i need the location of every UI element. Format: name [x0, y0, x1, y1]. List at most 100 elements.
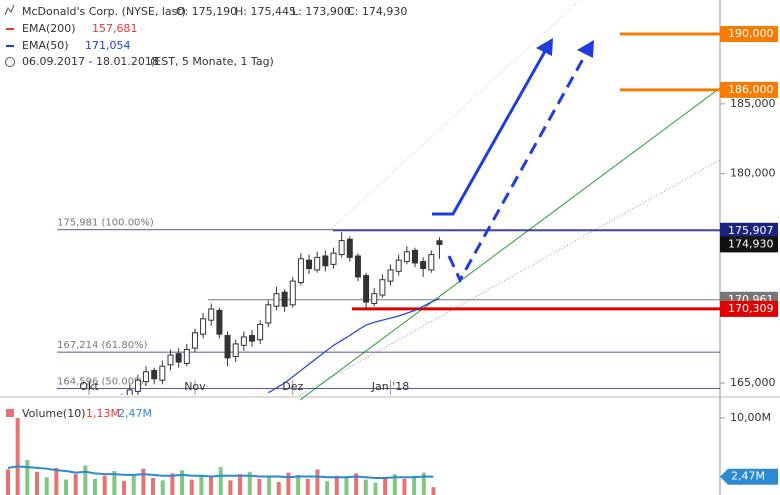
candle-body — [216, 309, 223, 335]
volume-bar — [131, 474, 136, 495]
candle-body — [134, 379, 141, 392]
legend-label: Volume(10) — [22, 407, 86, 420]
candle-body — [281, 291, 288, 307]
arrow — [432, 45, 550, 216]
volume-bar — [141, 468, 146, 495]
candle-body — [273, 293, 280, 307]
candle-body — [232, 343, 239, 357]
volume-bar — [257, 478, 262, 495]
x-tick-label: Okt — [79, 380, 99, 393]
x-tick-label: Nov — [184, 380, 206, 393]
legend-swatch — [6, 409, 14, 417]
price-label: 174,930 — [728, 237, 774, 250]
volume-bar — [431, 487, 436, 495]
candle-body — [363, 275, 370, 303]
price-label-box — [720, 222, 778, 239]
volume-bar — [344, 478, 349, 495]
volume-bar — [315, 469, 320, 495]
candle-body — [379, 279, 386, 296]
price-label: 186,000 — [728, 83, 774, 96]
candle-body — [289, 280, 296, 306]
price-label: 170,309 — [728, 302, 774, 315]
legend-value: 1,13M — [86, 407, 120, 420]
price-label-box — [720, 236, 778, 253]
fib-label: 167,214 (61.80%) — [57, 340, 148, 351]
volume-bar — [286, 472, 291, 495]
volume-panel — [6, 417, 436, 495]
title: McDonald's Corp. (NYSE, last) — [22, 5, 186, 18]
candle-body — [249, 335, 255, 342]
arrow — [447, 49, 590, 284]
legend-label: EMA(200) — [22, 22, 76, 35]
volume-bar — [228, 480, 233, 495]
volume-bar — [218, 467, 223, 495]
volume-bar — [209, 477, 214, 495]
price-label-box — [720, 468, 778, 485]
candle-body — [297, 258, 304, 284]
candle-body — [346, 238, 353, 258]
volume-bar — [334, 475, 339, 495]
volume-bar — [25, 460, 30, 495]
candle-body — [167, 354, 174, 366]
volume-bar — [373, 482, 378, 495]
arrow-head — [536, 38, 553, 56]
volume-bar — [247, 471, 252, 495]
candle-body — [314, 256, 321, 271]
candle-body — [126, 389, 133, 395]
volume-bar — [238, 474, 243, 495]
candle-body — [208, 308, 215, 321]
ema-line — [267, 297, 440, 394]
volume-bar — [189, 479, 194, 495]
candle-body — [143, 371, 150, 383]
candle-body — [151, 369, 158, 380]
candle-body — [428, 254, 435, 271]
trend-line — [299, 159, 721, 396]
volume-bar — [64, 479, 69, 495]
y-tick-label: 185,000 — [730, 97, 776, 110]
volume-bar — [199, 475, 204, 495]
volume-bar — [305, 478, 310, 495]
candle-body — [200, 318, 207, 335]
volume-bar — [44, 477, 49, 495]
volume-bar — [6, 469, 10, 495]
volume-bar — [412, 475, 417, 495]
x-tick-label: Dez — [282, 380, 303, 393]
candle-body — [403, 251, 410, 263]
price-label-box — [720, 300, 778, 317]
candle-body — [240, 336, 247, 346]
candle-body — [412, 249, 418, 264]
legend-value: 2,47M — [118, 407, 152, 420]
volume-bar — [73, 474, 78, 495]
volume-bar — [15, 417, 20, 495]
candle-body — [330, 252, 337, 265]
trend-line — [299, 87, 721, 401]
volume-bar — [383, 477, 388, 495]
candle-body — [183, 348, 190, 364]
volume-bar — [112, 471, 117, 495]
volume-bar — [392, 474, 397, 495]
candle-body — [306, 259, 313, 270]
volume-bar — [83, 465, 88, 495]
y-tick-label: 165,000 — [730, 376, 776, 389]
volume-bar — [402, 478, 407, 495]
price-label: 190,000 — [728, 27, 774, 40]
ohlc: O: 175,190 — [176, 5, 237, 18]
volume-bar — [54, 467, 59, 495]
candle-body — [371, 293, 378, 304]
volume-bar — [93, 478, 98, 495]
candle-body — [322, 255, 329, 267]
legend-value: 171,054 — [85, 39, 131, 52]
fib-label: 164,596 (50.00%) — [57, 377, 148, 388]
icon — [5, 57, 15, 67]
candle-body — [175, 353, 182, 363]
candle-body — [436, 240, 443, 245]
volume-bar — [151, 478, 156, 495]
candle-body — [354, 255, 361, 278]
ohlc: L: 173,900 — [292, 5, 351, 18]
ohlc: C: 174,930 — [347, 5, 407, 18]
candle-body — [159, 365, 166, 381]
legend-label: EMA(50) — [22, 39, 69, 52]
candle-body — [395, 259, 402, 272]
